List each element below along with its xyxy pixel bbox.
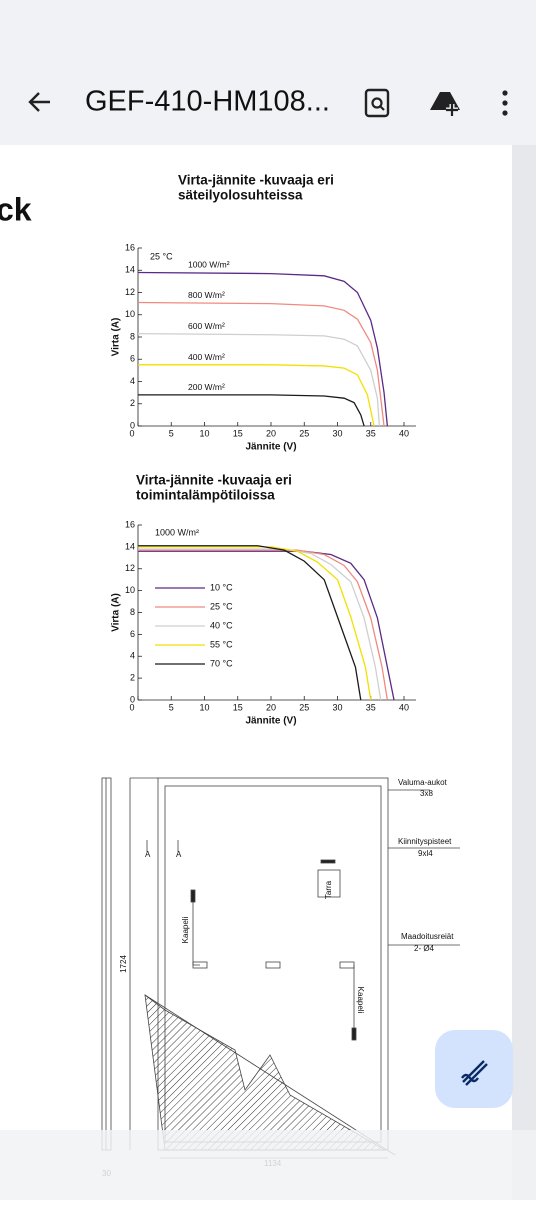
- chart-title: säteilyolosuhteissa: [178, 188, 303, 203]
- y-tick-label: 10: [125, 309, 135, 319]
- annotation: 1000 W/m²: [155, 527, 199, 537]
- series-line: [137, 301, 385, 427]
- x-tick-label: 15: [233, 702, 243, 712]
- y-tick-label: 8: [130, 607, 135, 617]
- bottom-bar: [0, 1130, 536, 1200]
- chart: Virta-jännite -kuvaaja eritoimintalämpöt…: [111, 473, 416, 727]
- drawing-label: 2- Ø4: [414, 944, 435, 953]
- x-tick-label: 35: [366, 428, 376, 438]
- legend-label: 70 °C: [210, 658, 233, 668]
- drawing-label: 9xl4: [418, 849, 433, 858]
- chart-title: Virta-jännite -kuvaaja eri: [136, 473, 292, 488]
- x-tick-label: 25: [299, 702, 309, 712]
- edit-fab[interactable]: [435, 1030, 513, 1108]
- y-tick-label: 0: [130, 694, 135, 704]
- series-line: [138, 549, 389, 701]
- x-axis-label: Jännite (V): [245, 716, 296, 727]
- series-line: [137, 333, 381, 427]
- heading-fragment: ck: [0, 191, 32, 227]
- connector: [190, 889, 196, 903]
- drawing-label: 1724: [119, 955, 128, 973]
- y-tick-label: 12: [125, 287, 135, 297]
- x-tick-label: 35: [366, 702, 376, 712]
- cable-left: [192, 890, 200, 966]
- drive-add-button[interactable]: [430, 92, 460, 116]
- drawing-label: Valuma-aukot: [398, 778, 448, 787]
- back-button[interactable]: [28, 92, 50, 112]
- x-tick-label: 25: [299, 428, 309, 438]
- drawing-label: Kaapeli: [356, 987, 365, 1014]
- drawing-label: Kiinnityspisteet: [398, 837, 452, 846]
- drawing-label: Tarra: [324, 880, 333, 899]
- y-tick-label: 10: [125, 585, 135, 595]
- series-label: 1000 W/m²: [188, 260, 230, 270]
- connector: [351, 1027, 357, 1041]
- document-page: [0, 145, 512, 1200]
- scroll-gutter: [512, 145, 536, 1200]
- legend-label: 10 °C: [210, 582, 233, 592]
- y-tick-label: 6: [130, 629, 135, 639]
- drawing-label: 3x8: [420, 789, 433, 798]
- y-tick-label: 16: [125, 519, 135, 529]
- y-tick-label: 2: [130, 398, 135, 408]
- series-line: [138, 394, 365, 427]
- legend-label: 55 °C: [210, 639, 233, 649]
- label-box: [317, 869, 341, 898]
- drawing-label: Maadoitusreiät: [401, 932, 454, 941]
- chart-title: Virta-jännite -kuvaaja eri: [178, 173, 334, 188]
- y-tick-label: 14: [125, 541, 135, 551]
- more-button[interactable]: [502, 90, 508, 116]
- series-line: [138, 546, 372, 701]
- x-tick-label: 30: [332, 702, 342, 712]
- top-bar-bg: [0, 0, 536, 145]
- legend-label: 40 °C: [210, 620, 233, 630]
- y-tick-label: 6: [130, 354, 135, 364]
- x-tick-label: 0: [129, 702, 134, 712]
- y-tick-label: 4: [130, 376, 135, 386]
- legend-label: 25 °C: [210, 601, 233, 611]
- y-tick-label: 2: [130, 673, 135, 683]
- y-tick-label: 12: [125, 563, 135, 573]
- module-drawing: [101, 777, 460, 1159]
- series-line: [138, 364, 375, 427]
- series-label: 400 W/m²: [188, 352, 225, 362]
- x-tick-label: 40: [399, 702, 409, 712]
- search-button[interactable]: [364, 88, 390, 118]
- series-label: 800 W/m²: [188, 290, 225, 300]
- x-tick-label: 5: [169, 702, 174, 712]
- x-tick-label: 20: [266, 428, 276, 438]
- drawing-label: A: [176, 850, 182, 859]
- chart-title: toimintalämpötiloissa: [136, 488, 275, 503]
- chart: Virta-jännite -kuvaaja erisäteilyolosuht…: [111, 173, 416, 453]
- x-tick-label: 20: [266, 702, 276, 712]
- x-tick-label: 30: [332, 428, 342, 438]
- y-tick-label: 16: [125, 242, 135, 252]
- x-tick-label: 40: [399, 428, 409, 438]
- y-tick-label: 8: [130, 331, 135, 341]
- x-tick-label: 5: [169, 428, 174, 438]
- mount-slot: [265, 961, 281, 969]
- x-axis-label: Jännite (V): [245, 442, 296, 453]
- cut-line: [144, 994, 396, 1156]
- x-tick-label: 10: [199, 428, 209, 438]
- series-label: 600 W/m²: [188, 321, 225, 331]
- annotation: 25 °C: [150, 251, 173, 261]
- drawing-label: Kaapeli: [181, 916, 190, 943]
- y-axis-label: Virta (A): [111, 318, 122, 357]
- document-title: GEF-410-HM108...: [85, 86, 330, 118]
- y-tick-label: 4: [130, 651, 135, 661]
- x-tick-label: 15: [233, 428, 243, 438]
- junction-box: [320, 859, 336, 864]
- x-tick-label: 0: [129, 428, 134, 438]
- x-tick-label: 10: [199, 702, 209, 712]
- y-axis-label: Virta (A): [111, 593, 122, 632]
- series-line: [137, 271, 389, 427]
- y-tick-label: 0: [130, 420, 135, 430]
- series-label: 200 W/m²: [188, 382, 225, 392]
- series-line: [138, 545, 362, 701]
- y-tick-label: 14: [125, 265, 135, 275]
- drawing-label: A: [145, 850, 151, 859]
